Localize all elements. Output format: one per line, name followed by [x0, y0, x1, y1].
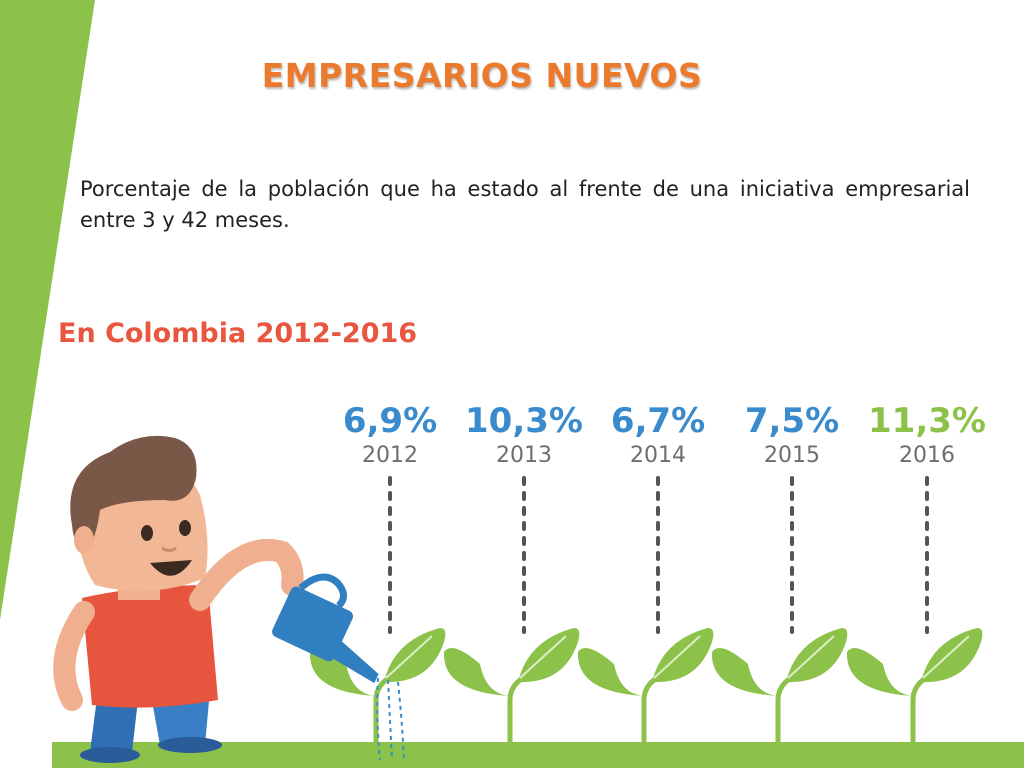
year-label-2013: 2013 [496, 443, 552, 468]
year-label-2016: 2016 [899, 443, 955, 468]
value-label-2015: 7,5% [745, 401, 839, 441]
right-eye [179, 520, 191, 536]
chart-column-2016: 11,3%2016 [846, 401, 986, 745]
nose [161, 546, 177, 552]
gardener-illustration [53, 435, 405, 763]
sprout-leaf-vein-2015 [787, 635, 835, 679]
right-arm [189, 539, 304, 611]
water-stream-3 [397, 681, 405, 761]
chart-subtitle: En Colombia 2012-2016 [58, 318, 418, 349]
year-label-2014: 2014 [630, 443, 686, 468]
left-arm [53, 601, 95, 711]
green-corner-band [0, 0, 95, 620]
year-label-2012: 2012 [362, 443, 418, 468]
sprout-left-leaf-2014 [577, 648, 644, 696]
sprout-right-leaf-2016 [921, 628, 983, 683]
left-shoe [80, 747, 140, 763]
sprout-right-leaf-2014 [652, 628, 714, 683]
sprout-left-leaf-2016 [846, 648, 913, 696]
sprout-leaf-vein-2013 [519, 635, 567, 679]
sprout-left-leaf-2015 [711, 648, 778, 696]
sprout-right-leaf-2015 [786, 628, 848, 683]
slide-title: EMPRESARIOS NUEVOS [261, 56, 703, 95]
right-shoe [158, 737, 222, 753]
chart-columns: 6,9%201210,3%20136,7%20147,5%201511,3%20… [309, 401, 986, 745]
sprout-right-leaf-2013 [518, 628, 580, 683]
water-stream-1 [376, 677, 381, 761]
water-stream [376, 677, 405, 761]
sprout-leaf-vein-2016 [922, 635, 970, 679]
value-label-2012: 6,9% [343, 401, 437, 441]
year-label-2015: 2015 [764, 443, 820, 468]
chart-column-2012: 6,9%2012 [309, 401, 446, 745]
value-label-2016: 11,3% [868, 401, 986, 441]
smile [150, 560, 192, 576]
shirt [82, 585, 218, 708]
hair [70, 435, 197, 552]
can-body [272, 586, 354, 662]
chart-column-2015: 7,5%2015 [711, 401, 848, 745]
slide-description: Porcentaje de la población que ha estado… [80, 177, 970, 232]
value-label-2013: 10,3% [465, 401, 583, 441]
can-spout [331, 639, 379, 684]
watering-can-icon [272, 573, 379, 684]
water-stream-2 [387, 679, 393, 761]
sprout-right-leaf-2012 [384, 628, 446, 683]
can-handle [298, 573, 348, 609]
sprout-left-leaf-2013 [443, 648, 510, 696]
chart-column-2013: 10,3%2013 [443, 401, 583, 745]
value-label-2014: 6,7% [611, 401, 705, 441]
sprout-leaf-vein-2012 [385, 635, 433, 679]
left-eye [141, 525, 153, 541]
ear [74, 526, 94, 554]
chart-column-2014: 6,7%2014 [577, 401, 714, 745]
sprout-leaf-vein-2014 [653, 635, 701, 679]
